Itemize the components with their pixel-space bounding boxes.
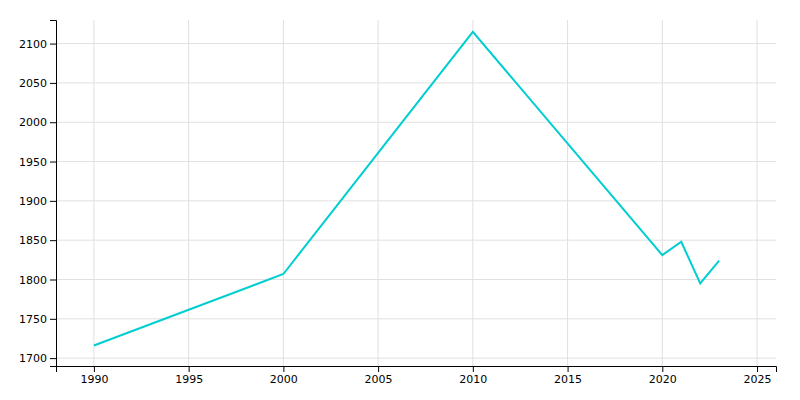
x-tick-label: 2015: [554, 373, 582, 386]
y-grid-line: [56, 43, 776, 44]
x-grid-line: [567, 20, 568, 366]
y-tick-mark: [50, 201, 56, 202]
y-tick-mark: [50, 240, 56, 241]
line: [94, 32, 719, 346]
x-tick: 2005: [365, 366, 393, 386]
x-tick: 2015: [554, 366, 582, 386]
x-tick-label: 1995: [175, 373, 203, 386]
x-grid-line: [662, 20, 663, 366]
y-axis-line: [50, 21, 57, 367]
y-tick: 1850: [19, 234, 56, 247]
x-tick-mark: [378, 366, 379, 372]
y-tick: 1700: [19, 352, 56, 365]
y-tick-label: 1800: [19, 274, 47, 287]
plot: 1990 1995 2000 2005 2010 2015 2020 2025 1700 1750…: [19, 20, 777, 386]
x-axis-line: [57, 367, 777, 373]
x-tick: 2000: [270, 366, 298, 386]
y-tick: 1900: [19, 195, 56, 208]
y-tick-label: 2100: [19, 38, 47, 51]
x-tick-mark: [568, 366, 569, 372]
x-tick-label: 2025: [744, 373, 772, 386]
y-tick: 1950: [19, 156, 56, 169]
x-grid-line: [378, 20, 379, 366]
y-tick-mark: [50, 358, 56, 359]
y-tick-mark: [50, 122, 56, 123]
y-tick-mark: [50, 44, 56, 45]
y-grid-line: [56, 82, 776, 83]
y-tick: 2100: [19, 38, 56, 51]
x-tick: 2025: [744, 366, 772, 386]
x-tick: 2020: [649, 366, 677, 386]
marks: [94, 32, 719, 346]
x-tick-mark: [94, 366, 95, 372]
y-grid-line: [56, 200, 776, 201]
x-tick: 1990: [80, 366, 108, 386]
y-tick-label: 1850: [19, 234, 47, 247]
x-tick-mark: [662, 366, 663, 372]
y-tick-mark: [50, 319, 56, 320]
x-tick-mark: [473, 366, 474, 372]
x-grid-line: [472, 20, 473, 366]
y-grid-line: [56, 122, 776, 123]
chart: 1990 1995 2000 2005 2010 2015 2020 2025 1700 1750…: [0, 0, 800, 400]
x-tick-label: 2010: [459, 373, 487, 386]
y-tick-label: 1700: [19, 352, 47, 365]
y-tick-label: 1950: [19, 156, 47, 169]
x-grid-line: [757, 20, 758, 366]
x-grid-line: [283, 20, 284, 366]
x-axis: 1990 1995 2000 2005 2010 2015 2020 2025: [57, 366, 777, 386]
y-grid-line: [56, 358, 776, 359]
y-tick: 2000: [19, 116, 56, 129]
x-tick-label: 2020: [649, 373, 677, 386]
x-tick: 1995: [175, 366, 203, 386]
y-tick: 1800: [19, 274, 56, 287]
y-grid-line: [56, 240, 776, 241]
grid: [56, 20, 776, 366]
x-tick-mark: [189, 366, 190, 372]
y-tick-label: 1750: [19, 313, 47, 326]
y-grid-line: [56, 161, 776, 162]
x-grid-line: [188, 20, 189, 366]
x-grid-line: [93, 20, 94, 366]
y-axis: 1700 1750 1800 1850 1900 1950 2000 2050 2100: [19, 21, 57, 367]
y-tick: 1750: [19, 313, 56, 326]
x-tick: 2010: [459, 366, 487, 386]
x-tick-label: 2000: [270, 373, 298, 386]
x-tick-label: 2005: [365, 373, 393, 386]
x-tick-mark: [757, 366, 758, 372]
y-tick-mark: [50, 83, 56, 84]
y-tick-mark: [50, 280, 56, 281]
y-tick: 2050: [19, 77, 56, 90]
x-tick-label: 1990: [80, 373, 108, 386]
y-tick-label: 1900: [19, 195, 47, 208]
y-tick-label: 2050: [19, 77, 47, 90]
x-tick-mark: [283, 366, 284, 372]
y-grid-line: [56, 279, 776, 280]
y-tick-mark: [50, 162, 56, 163]
y-tick-label: 2000: [19, 116, 47, 129]
